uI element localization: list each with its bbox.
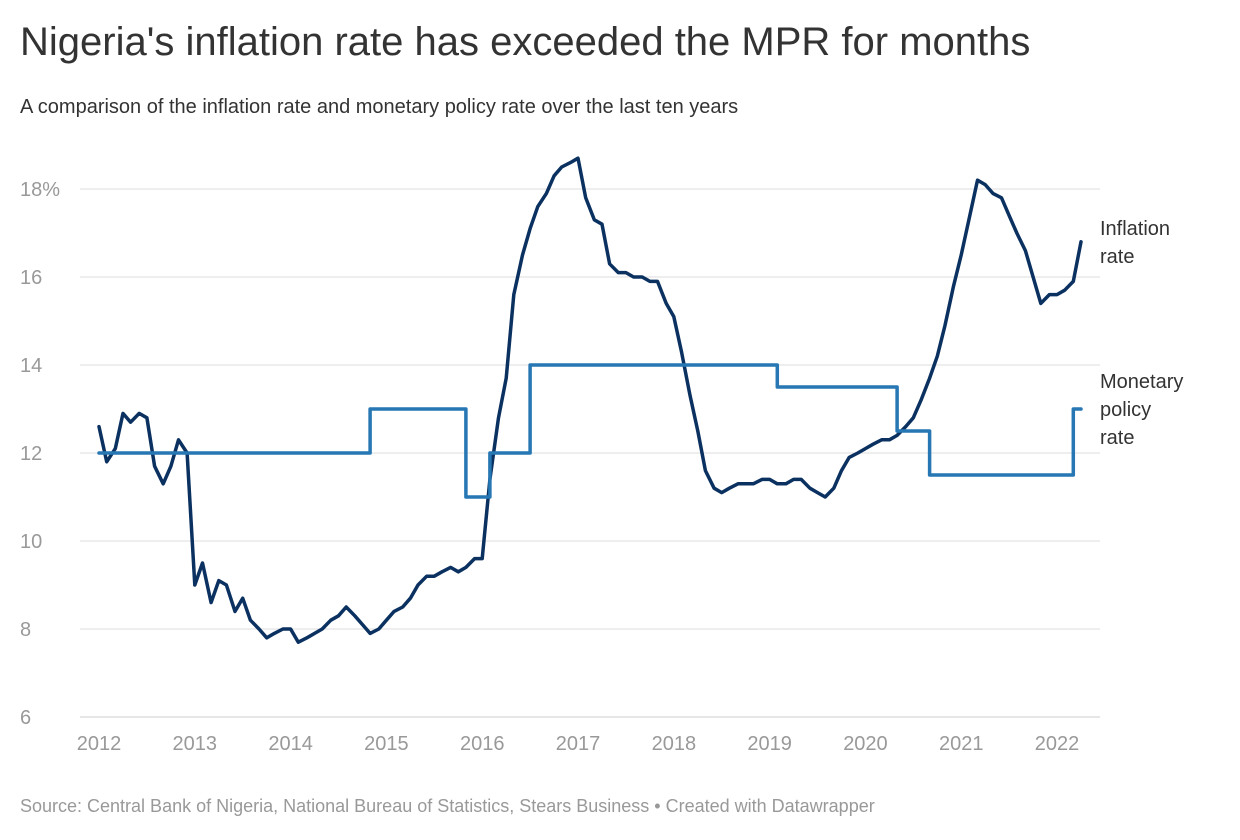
mpr-series-label: Monetary policy rate xyxy=(1100,371,1183,449)
series-lines xyxy=(97,156,1083,644)
inflation-series-label: Inflation rate xyxy=(1100,218,1170,268)
mpr-line xyxy=(97,363,1083,499)
y-tick-label: 8 xyxy=(20,619,31,641)
y-tick-label: 10 xyxy=(20,531,42,553)
inflation-line xyxy=(97,156,1083,644)
source-note: Source: Central Bank of Nigeria, Nationa… xyxy=(20,796,875,816)
x-tick-label: 2012 xyxy=(77,733,122,755)
y-tick-label: 14 xyxy=(20,355,42,377)
series-label-line: Inflation xyxy=(1100,218,1170,240)
series-label-line: rate xyxy=(1100,427,1134,449)
x-tick-label: 2013 xyxy=(173,733,218,755)
x-tick-label: 2022 xyxy=(1035,733,1080,755)
series-label-line: policy xyxy=(1100,399,1151,421)
y-tick-label: 12 xyxy=(20,443,42,465)
y-tick-label: 18% xyxy=(20,179,60,201)
x-tick-label: 2014 xyxy=(268,733,313,755)
x-tick-label: 2017 xyxy=(556,733,601,755)
series-labels: Inflation rate Monetary policy rate xyxy=(1100,218,1183,449)
chart-title: Nigeria's inflation rate has exceeded th… xyxy=(20,20,1031,64)
x-axis-ticks: 2012 2013 2014 2015 2016 2017 2018 2019 2020 2021… xyxy=(77,733,1080,755)
x-tick-label: 2018 xyxy=(652,733,697,755)
x-tick-label: 2015 xyxy=(364,733,409,755)
series-label-line: rate xyxy=(1100,246,1134,268)
x-tick-label: 2016 xyxy=(460,733,505,755)
x-tick-label: 2020 xyxy=(843,733,888,755)
x-tick-label: 2021 xyxy=(939,733,984,755)
y-tick-label: 6 xyxy=(20,707,31,729)
chart-subtitle: A comparison of the inflation rate and m… xyxy=(20,96,739,118)
x-tick-label: 2019 xyxy=(747,733,792,755)
y-tick-label: 16 xyxy=(20,267,42,289)
series-label-line: Monetary xyxy=(1100,371,1183,393)
y-axis-ticks: 18% 16 14 12 10 8 6 xyxy=(20,179,60,729)
